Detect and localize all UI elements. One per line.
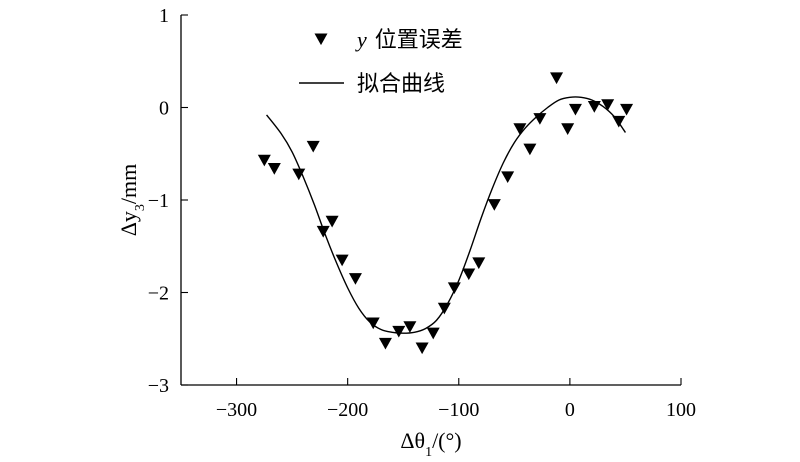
data-point-marker [587,101,601,113]
y-tick-label: −2 [148,283,169,305]
data-point-marker [257,154,271,167]
x-tick-label: 100 [666,399,696,421]
x-axis-title-sub: 1 [425,445,432,460]
series-layer [257,72,634,355]
y-axis-title-base: Δy [116,211,141,236]
data-point-marker [501,171,515,184]
legend: y 位置误差 拟合曲线 [299,27,463,96]
x-tick-label: 0 [565,399,575,421]
data-point-marker [620,103,634,116]
data-point-marker [378,337,392,350]
y-axis-title: Δy3/mm [116,164,148,237]
data-point-marker [462,268,476,281]
legend-scatter-var: y [355,27,367,52]
x-axis-title: Δθ1/(°) [400,428,461,460]
y-tick-label: 1 [159,5,169,27]
data-point-marker [533,113,547,125]
x-tick-label: −200 [327,399,368,421]
data-point-marker [601,99,615,111]
data-point-marker [523,143,537,156]
y-ticks: −3 −2 −1 0 1 [148,5,188,397]
data-point-marker [561,123,575,135]
data-point-marker [447,282,461,295]
data-point-marker [348,273,362,285]
y-tick-label: 0 [159,98,169,120]
x-tick-label: −100 [438,399,479,421]
x-tick-label: −300 [216,399,257,421]
y-axis-title-suffix: /mm [116,164,141,204]
data-point-marker [316,225,330,238]
data-point-marker [392,325,406,338]
data-point-marker [403,321,417,333]
x-axis-title-suffix: /(°) [432,428,462,453]
data-point-marker [306,140,320,153]
y-tick-label: −3 [148,375,169,397]
x-axis-title-base: Δθ [400,428,425,453]
legend-line-label: 拟合曲线 [357,71,445,96]
data-point-marker [550,72,564,85]
data-point-marker [292,168,306,181]
data-point-marker [426,327,440,340]
legend-scatter-text: 位置误差 [375,27,463,52]
legend-marker-icon [314,33,328,46]
y-tick-label: −1 [148,190,169,212]
data-point-marker [267,163,281,175]
data-point-marker [415,342,429,355]
data-point-marker [335,254,349,267]
legend-scatter-label: y 位置误差 [355,27,463,52]
data-point-marker [568,103,582,116]
data-point-marker [513,123,527,135]
fit-curve [266,96,627,334]
data-point-marker [472,257,486,270]
y-axis-title-sub: 3 [133,204,148,211]
data-point-marker [325,215,339,228]
data-point-marker [366,317,380,330]
x-ticks: −300 −200 −100 0 100 [216,378,696,421]
data-point-marker [487,199,501,211]
